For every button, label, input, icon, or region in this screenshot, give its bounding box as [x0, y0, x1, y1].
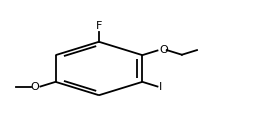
- Text: I: I: [159, 82, 162, 92]
- Text: F: F: [96, 21, 102, 31]
- Text: O: O: [159, 45, 168, 55]
- Text: O: O: [30, 82, 39, 92]
